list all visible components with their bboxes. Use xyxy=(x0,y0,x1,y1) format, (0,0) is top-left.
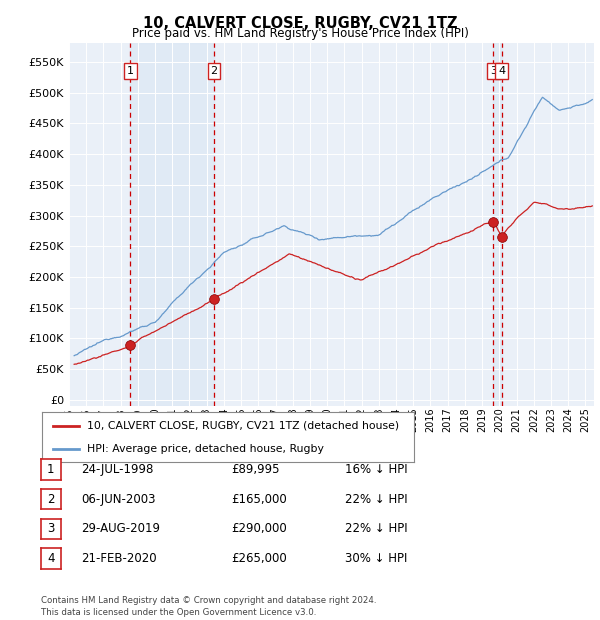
Text: 30% ↓ HPI: 30% ↓ HPI xyxy=(345,552,407,565)
Text: HPI: Average price, detached house, Rugby: HPI: Average price, detached house, Rugb… xyxy=(86,443,323,453)
Text: £290,000: £290,000 xyxy=(231,523,287,535)
Text: 22% ↓ HPI: 22% ↓ HPI xyxy=(345,523,407,535)
Text: 10, CALVERT CLOSE, RUGBY, CV21 1TZ (detached house): 10, CALVERT CLOSE, RUGBY, CV21 1TZ (deta… xyxy=(86,421,399,431)
Text: Contains HM Land Registry data © Crown copyright and database right 2024.
This d: Contains HM Land Registry data © Crown c… xyxy=(41,596,376,617)
Text: 1: 1 xyxy=(127,66,134,76)
Text: 21-FEB-2020: 21-FEB-2020 xyxy=(81,552,157,565)
Text: 3: 3 xyxy=(490,66,497,76)
Text: £89,995: £89,995 xyxy=(231,463,280,476)
Text: 2: 2 xyxy=(47,493,55,505)
Text: 1: 1 xyxy=(47,463,55,476)
Text: 3: 3 xyxy=(47,523,55,535)
Text: 4: 4 xyxy=(47,552,55,565)
Text: £165,000: £165,000 xyxy=(231,493,287,505)
Text: 22% ↓ HPI: 22% ↓ HPI xyxy=(345,493,407,505)
Text: 29-AUG-2019: 29-AUG-2019 xyxy=(81,523,160,535)
Text: £265,000: £265,000 xyxy=(231,552,287,565)
Text: 24-JUL-1998: 24-JUL-1998 xyxy=(81,463,154,476)
Text: 4: 4 xyxy=(498,66,505,76)
Text: 10, CALVERT CLOSE, RUGBY, CV21 1TZ: 10, CALVERT CLOSE, RUGBY, CV21 1TZ xyxy=(143,16,457,30)
Text: 2: 2 xyxy=(211,66,218,76)
Text: 16% ↓ HPI: 16% ↓ HPI xyxy=(345,463,407,476)
Text: Price paid vs. HM Land Registry's House Price Index (HPI): Price paid vs. HM Land Registry's House … xyxy=(131,27,469,40)
Bar xyxy=(130,43,214,406)
Text: 06-JUN-2003: 06-JUN-2003 xyxy=(81,493,155,505)
Bar xyxy=(493,43,502,406)
